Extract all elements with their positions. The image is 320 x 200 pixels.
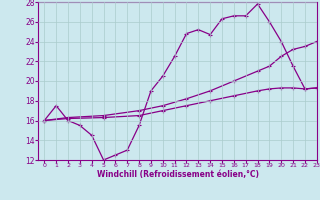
X-axis label: Windchill (Refroidissement éolien,°C): Windchill (Refroidissement éolien,°C) <box>97 170 259 179</box>
